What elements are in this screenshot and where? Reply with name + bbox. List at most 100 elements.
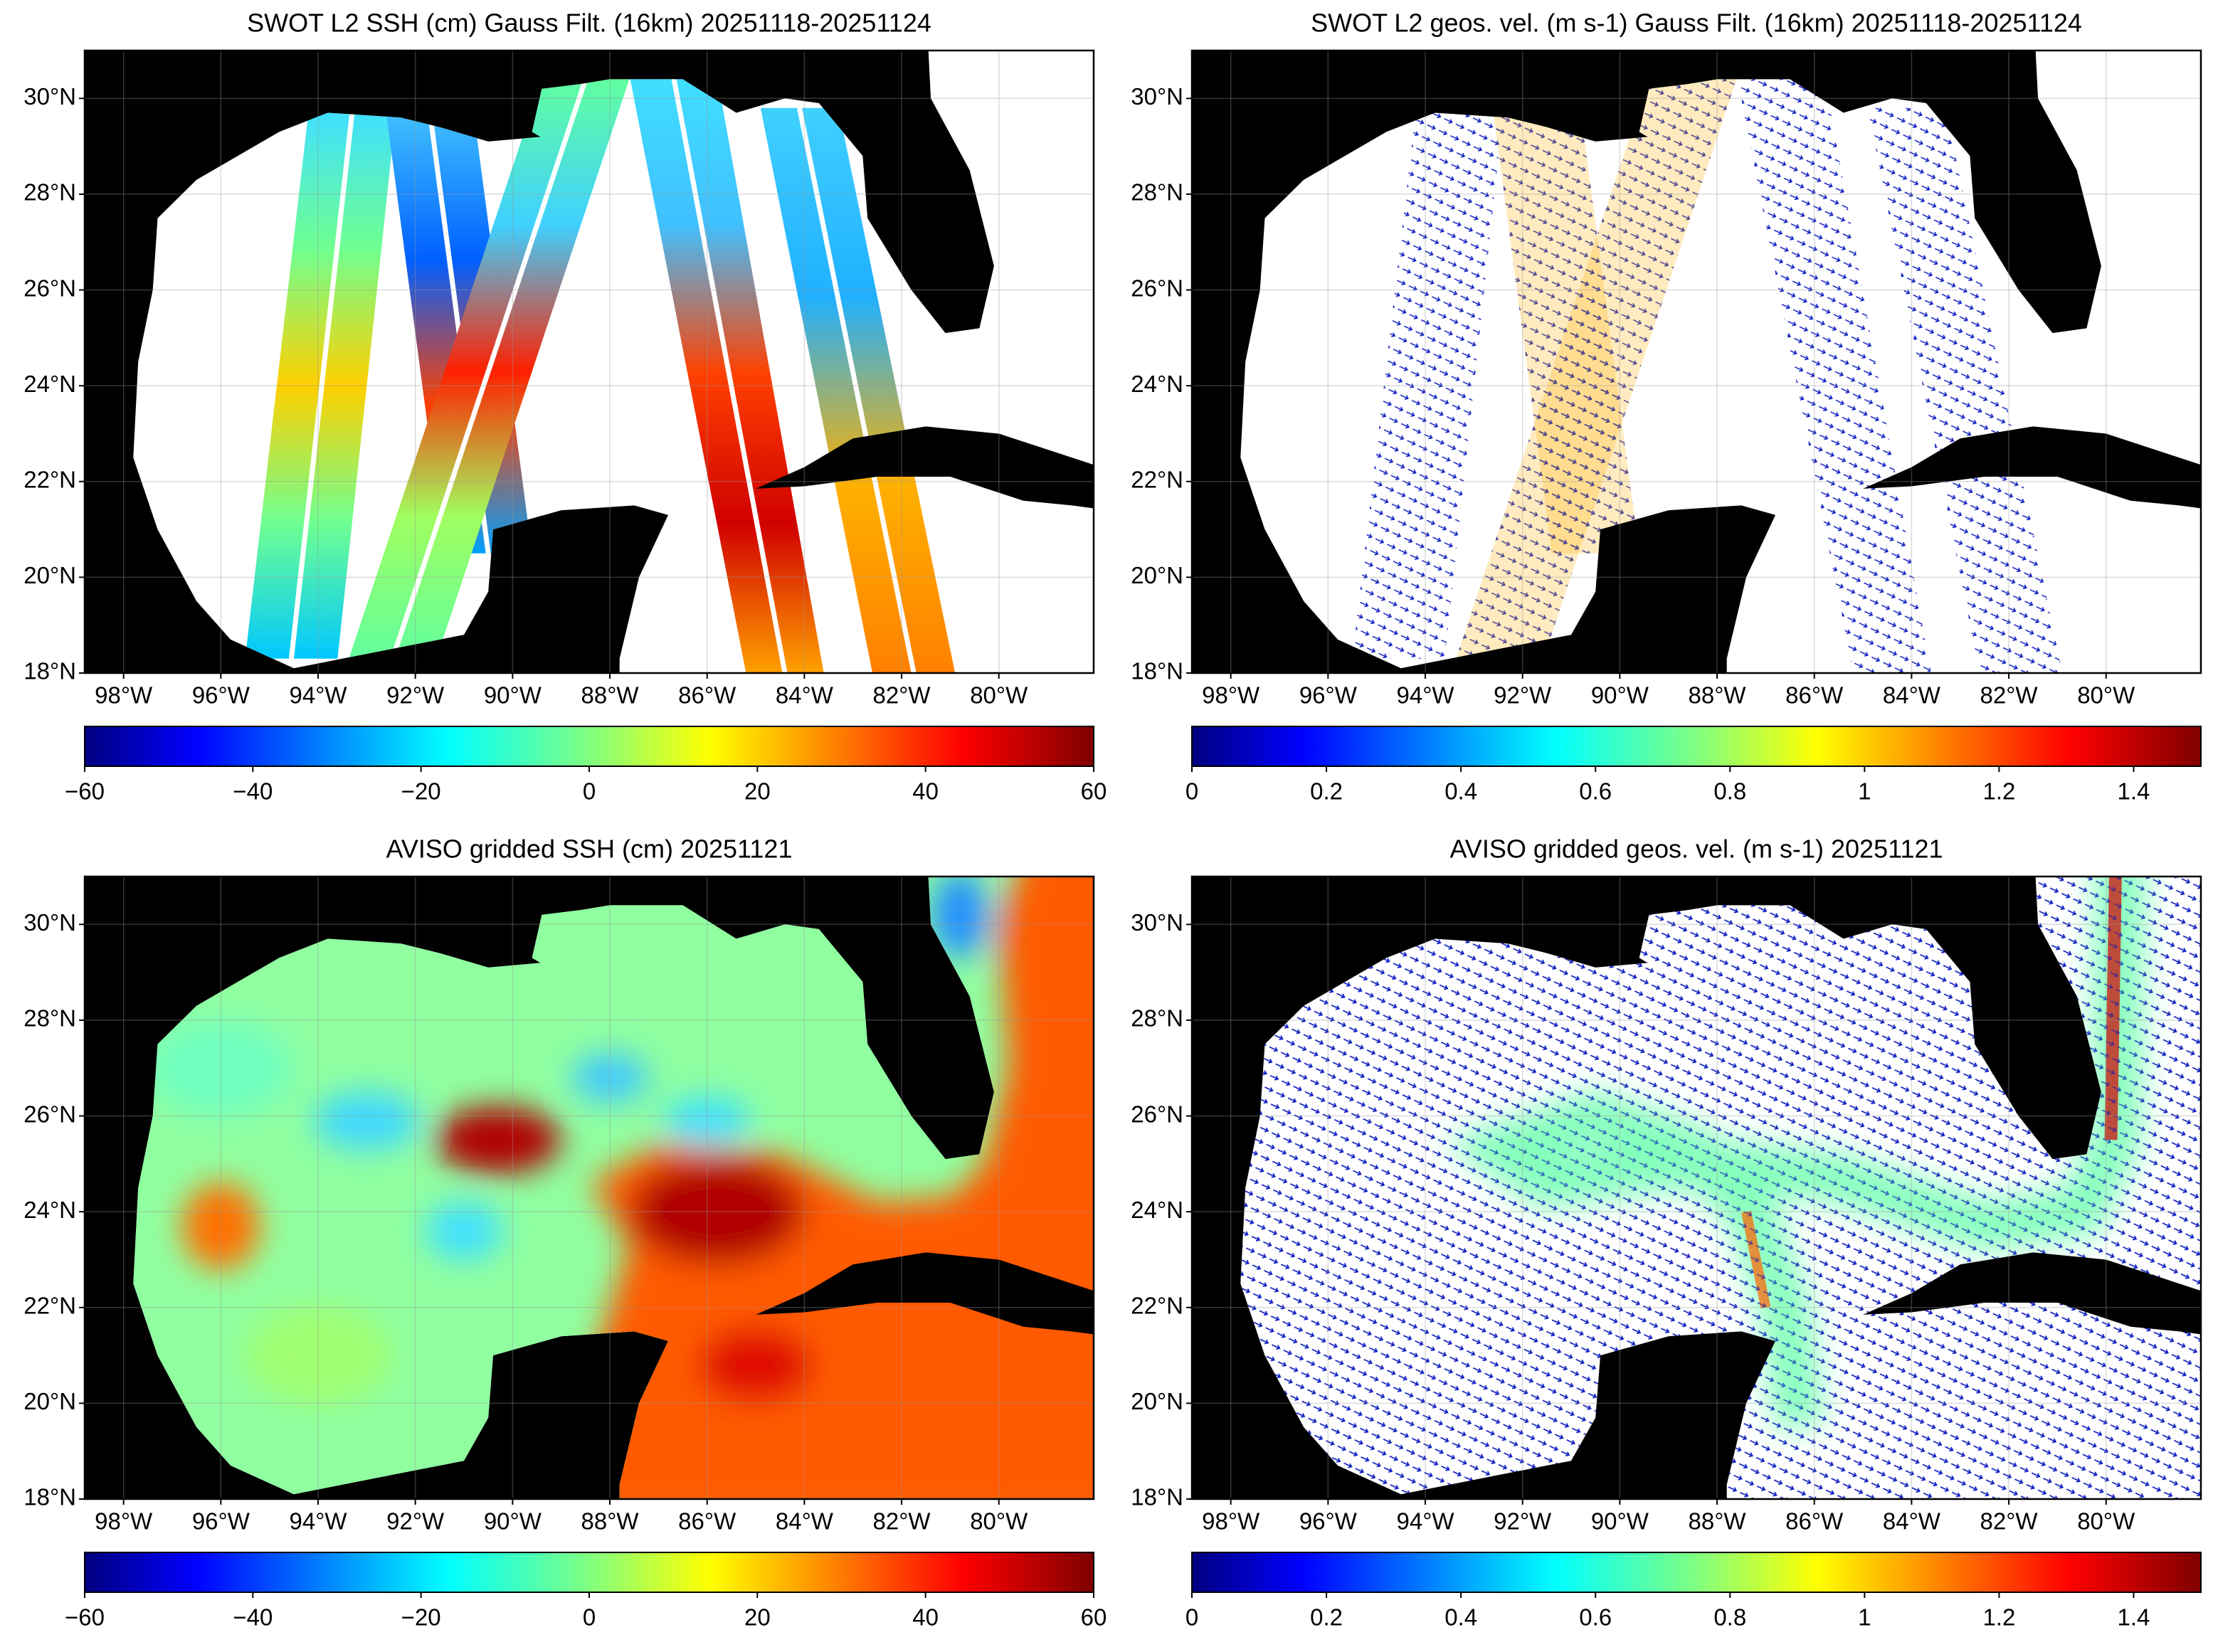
y-tick-label: 28°N <box>23 1005 76 1032</box>
ssh-blob <box>313 1091 421 1150</box>
swath <box>1454 79 1737 664</box>
ocean-field <box>1352 74 2063 673</box>
y-tick-label: 20°N <box>1131 1388 1183 1414</box>
swath-gap <box>288 112 355 660</box>
ssh-blob <box>181 1182 260 1270</box>
colorbar-tick-label: 0 <box>1185 778 1198 805</box>
swath-fast <box>1454 79 1737 664</box>
y-tick-label: 20°N <box>1131 562 1183 588</box>
colorbar-tick-label: 0.2 <box>1310 778 1343 805</box>
x-tick-label: 90°W <box>1591 682 1649 709</box>
y-tick-label: 24°N <box>23 371 76 397</box>
colorbar-tick-label: 60 <box>1081 778 1107 805</box>
y-tick-label: 30°N <box>1131 83 1183 110</box>
x-tick-label: 92°W <box>386 682 445 709</box>
colorbar-tick-label: 20 <box>744 1604 771 1631</box>
frame <box>83 49 1095 674</box>
colorbar-tick-label: 0 <box>1185 1604 1198 1631</box>
x-tick-label: 84°W <box>776 1508 834 1535</box>
y-tick-label: 26°N <box>23 275 76 301</box>
x-tick-label: 98°W <box>95 1508 153 1535</box>
swath <box>1352 112 1504 659</box>
colorbar-tick-label: 1 <box>1858 778 1871 805</box>
y-tick-label: 22°N <box>23 466 76 492</box>
colorbar-tick-label: 1.2 <box>1982 778 2015 805</box>
map-area <box>1192 51 2201 673</box>
frame <box>1190 49 2202 674</box>
x-tick-label: 98°W <box>1202 682 1260 709</box>
cuba <box>1863 426 2201 509</box>
y-tick-label: 28°N <box>23 179 76 206</box>
swath <box>1736 74 1931 673</box>
x-tick-label: 82°W <box>1980 682 2039 709</box>
colorbar-tick-label: 0.4 <box>1444 778 1477 805</box>
frame <box>83 875 1095 1500</box>
y-tick-label: 20°N <box>23 1388 76 1414</box>
x-tick-label: 98°W <box>95 682 153 709</box>
y-tick-label: 28°N <box>1131 1005 1183 1032</box>
colorbar-tick-label: 0.6 <box>1579 778 1612 805</box>
y-tick-label: 26°N <box>1131 1101 1183 1127</box>
swath-gap <box>389 78 588 664</box>
x-tick-label: 86°W <box>1785 1508 1844 1535</box>
x-tick-label: 94°W <box>289 682 347 709</box>
colorbar-tick-label: 40 <box>912 1604 939 1631</box>
x-tick-label: 82°W <box>873 1508 931 1535</box>
cuba <box>756 1252 1094 1335</box>
x-tick-label: 96°W <box>192 682 250 709</box>
colorbar-tick-label: −40 <box>233 778 273 805</box>
ssh-features <box>148 877 1094 1499</box>
colorbar-tick-label: 1.4 <box>2118 778 2150 805</box>
map-area <box>85 51 1094 673</box>
ssh-blob <box>245 1307 391 1404</box>
x-tick-label: 82°W <box>873 682 931 709</box>
map-panel: SWOT L2 SSH (cm) Gauss Filt. (16km) 2025… <box>23 9 1107 805</box>
y-tick-label: 30°N <box>23 909 76 936</box>
x-tick-label: 80°W <box>970 682 1028 709</box>
ssh-blob <box>697 1326 814 1404</box>
colorbar-tick-label: −60 <box>65 1604 105 1631</box>
panel-title: AVISO gridded SSH (cm) 20251121 <box>386 835 793 864</box>
y-tick-label: 18°N <box>23 658 76 684</box>
colorbar-tick-label: 1.4 <box>2118 1604 2150 1631</box>
colorbar-tick-label: 0 <box>583 1604 596 1631</box>
cuba <box>756 426 1094 509</box>
ssh-blob <box>435 1106 561 1174</box>
x-tick-label: 92°W <box>1494 682 1552 709</box>
x-tick-label: 84°W <box>1883 682 1941 709</box>
colorbar-tick-label: −20 <box>401 1604 441 1631</box>
x-tick-label: 88°W <box>581 682 640 709</box>
map-panel: AVISO gridded SSH (cm) 20251121 98°W 96°W 9… <box>23 835 1106 1631</box>
colorbar-tick-label: 0.2 <box>1310 1604 1343 1631</box>
x-tick-label: 88°W <box>1689 1508 1747 1535</box>
colorbar-tick-label: 40 <box>912 778 939 805</box>
x-tick-label: 80°W <box>970 1508 1028 1535</box>
swath-gap <box>797 107 917 673</box>
colorbar-tick-label: 1.2 <box>1982 1604 2015 1631</box>
colorbar <box>84 726 1094 767</box>
x-tick-label: 94°W <box>1396 1508 1454 1535</box>
x-tick-label: 82°W <box>1980 1508 2039 1535</box>
x-tick-label: 80°W <box>2077 1508 2135 1535</box>
y-tick-label: 24°N <box>1131 1197 1183 1223</box>
swath-gap <box>670 74 788 673</box>
y-tick-label: 22°N <box>1131 466 1183 492</box>
y-tick-label: 30°N <box>23 83 76 110</box>
x-tick-label: 86°W <box>678 682 736 709</box>
map-area <box>85 877 1094 1499</box>
ocean-field <box>245 74 956 673</box>
colorbar-tick-label: −20 <box>401 778 441 805</box>
colorbar <box>1191 1552 2202 1593</box>
y-tick-label: 26°N <box>1131 275 1183 301</box>
map-area <box>1192 877 2201 1499</box>
ssh-blob <box>148 1020 294 1117</box>
x-tick-label: 86°W <box>678 1508 736 1535</box>
x-tick-label: 90°W <box>484 682 542 709</box>
x-tick-label: 96°W <box>192 1508 250 1535</box>
x-tick-label: 92°W <box>386 1508 445 1535</box>
colorbar-tick-label: −60 <box>65 778 105 805</box>
map-panel: AVISO gridded geos. vel. (m s-1) 2025112… <box>1131 835 2202 1631</box>
map-panel: SWOT L2 geos. vel. (m s-1) Gauss Filt. (… <box>1131 9 2202 805</box>
y-tick-label: 18°N <box>1131 658 1183 684</box>
